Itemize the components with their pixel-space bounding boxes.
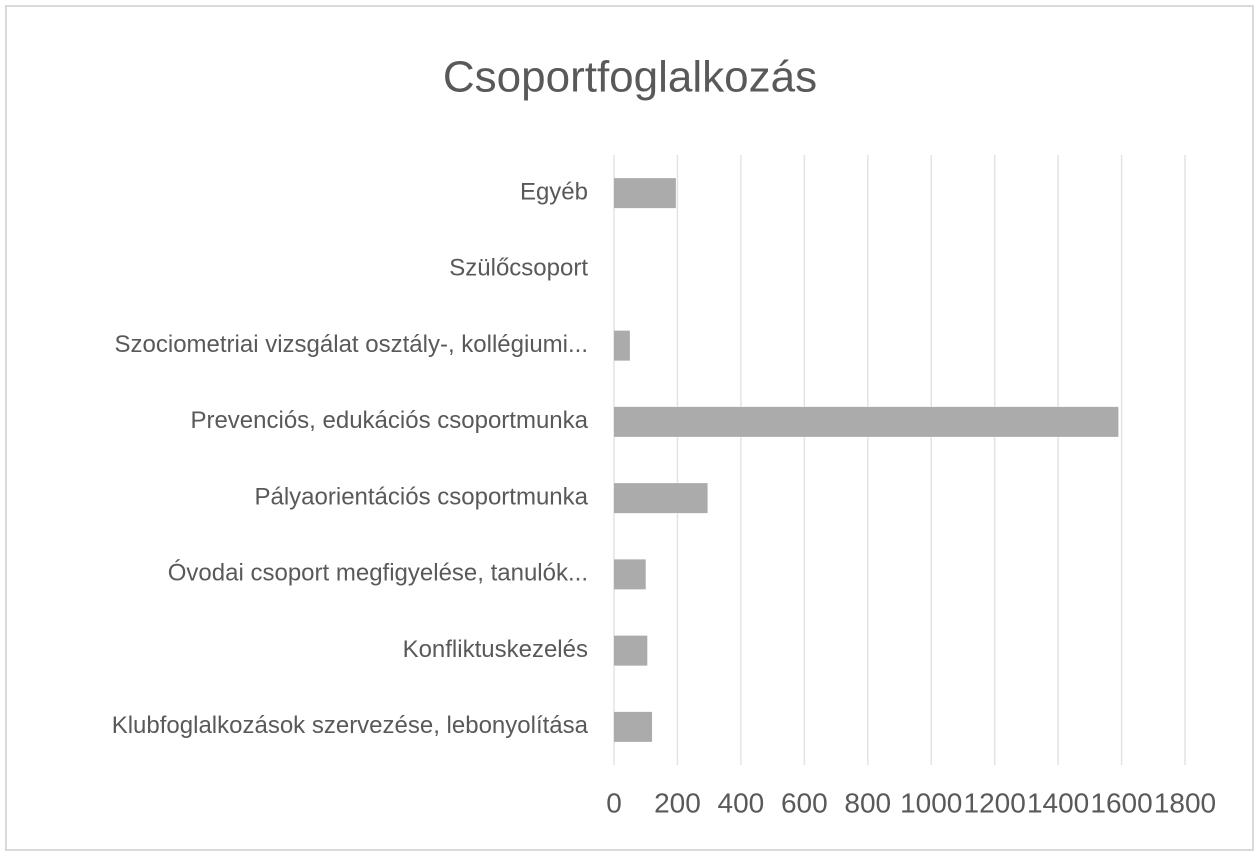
y-tick-label: Szülőcsoport <box>449 255 588 282</box>
bar <box>614 635 648 666</box>
x-tick-label: 1600 <box>1090 787 1152 818</box>
x-tick-label: 1000 <box>900 787 962 818</box>
y-tick-label: Klubfoglalkozások szervezése, lebonyolít… <box>112 712 589 739</box>
x-tick-label: 1200 <box>964 787 1026 818</box>
chart-title: Csoportfoglalkozás <box>443 53 817 102</box>
x-tick-label: 200 <box>654 787 701 818</box>
bar <box>614 178 676 209</box>
y-tick-label: Szociometriai vizsgálat osztály-, kollég… <box>115 331 589 358</box>
bar <box>614 330 630 361</box>
y-tick-label: Pályaorientációs csoportmunka <box>254 483 588 510</box>
y-tick-label: Konfliktuskezelés <box>403 636 588 663</box>
x-tick-label: 1800 <box>1154 787 1216 818</box>
y-tick-label: Óvodai csoport megfigyelése, tanulók... <box>168 560 588 587</box>
y-tick-label: Prevenciós, edukációs csoportmunka <box>190 407 588 434</box>
bar <box>614 711 653 742</box>
bar <box>614 559 646 590</box>
x-tick-label: 600 <box>781 787 828 818</box>
x-tick-label: 800 <box>844 787 891 818</box>
x-tick-label: 1400 <box>1027 787 1089 818</box>
y-tick-label: Egyéb <box>520 178 588 205</box>
bar <box>614 406 1119 437</box>
x-tick-label: 400 <box>718 787 765 818</box>
x-tick-label: 0 <box>606 787 622 818</box>
bar <box>614 483 708 514</box>
